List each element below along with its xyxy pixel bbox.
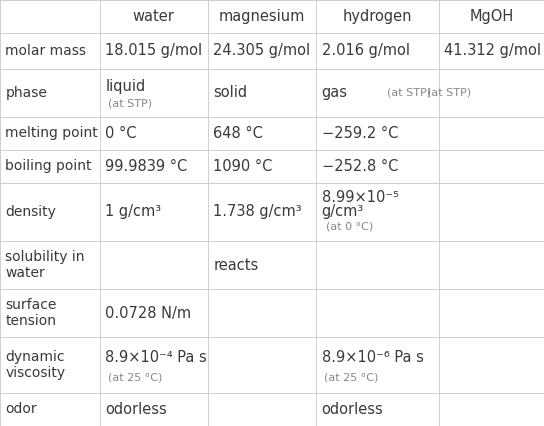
Text: −259.2 °C: −259.2 °C (322, 126, 398, 141)
Text: reacts: reacts (213, 258, 258, 273)
Text: (at 0 °C): (at 0 °C) (326, 222, 373, 232)
Text: 18.015 g/mol: 18.015 g/mol (105, 43, 202, 58)
Text: melting point: melting point (5, 126, 98, 140)
Text: 0.0728 N/m: 0.0728 N/m (105, 305, 191, 321)
Text: 648 °C: 648 °C (213, 126, 263, 141)
Text: liquid: liquid (105, 79, 145, 94)
Text: odor: odor (5, 403, 37, 417)
Text: 41.312 g/mol: 41.312 g/mol (444, 43, 541, 58)
Text: (at 25 °C): (at 25 °C) (108, 373, 162, 383)
Text: odorless: odorless (322, 402, 384, 417)
Text: density: density (5, 205, 57, 219)
Text: dynamic
viscosity: dynamic viscosity (5, 350, 66, 380)
Text: 2.016 g/mol: 2.016 g/mol (322, 43, 410, 58)
Text: (at STP): (at STP) (108, 98, 152, 108)
Text: 24.305 g/mol: 24.305 g/mol (213, 43, 311, 58)
Text: 1090 °C: 1090 °C (213, 158, 273, 174)
Text: 8.9×10⁻⁴ Pa s: 8.9×10⁻⁴ Pa s (105, 351, 207, 366)
Text: gas: gas (322, 85, 348, 100)
Text: phase: phase (5, 86, 47, 100)
Text: 99.9839 °C: 99.9839 °C (105, 158, 187, 174)
Text: odorless: odorless (105, 402, 167, 417)
Text: g/cm³: g/cm³ (322, 204, 364, 219)
Text: 0 °C: 0 °C (105, 126, 137, 141)
Text: boiling point: boiling point (5, 159, 92, 173)
Text: 1.738 g/cm³: 1.738 g/cm³ (213, 204, 302, 219)
Text: solubility in
water: solubility in water (5, 250, 85, 280)
Text: (at STP): (at STP) (427, 88, 471, 98)
Text: −252.8 °C: −252.8 °C (322, 158, 398, 174)
Text: magnesium: magnesium (219, 9, 305, 24)
Text: (at 25 °C): (at 25 °C) (324, 373, 379, 383)
Text: water: water (133, 9, 175, 24)
Text: MgOH: MgOH (469, 9, 514, 24)
Text: hydrogen: hydrogen (343, 9, 412, 24)
Text: (at STP): (at STP) (387, 88, 431, 98)
Text: surface
tension: surface tension (5, 298, 57, 328)
Text: 8.9×10⁻⁶ Pa s: 8.9×10⁻⁶ Pa s (322, 351, 423, 366)
Text: solid: solid (213, 85, 248, 100)
Text: molar mass: molar mass (5, 44, 86, 58)
Text: 8.99×10⁻⁵: 8.99×10⁻⁵ (322, 190, 399, 205)
Text: 1 g/cm³: 1 g/cm³ (105, 204, 161, 219)
